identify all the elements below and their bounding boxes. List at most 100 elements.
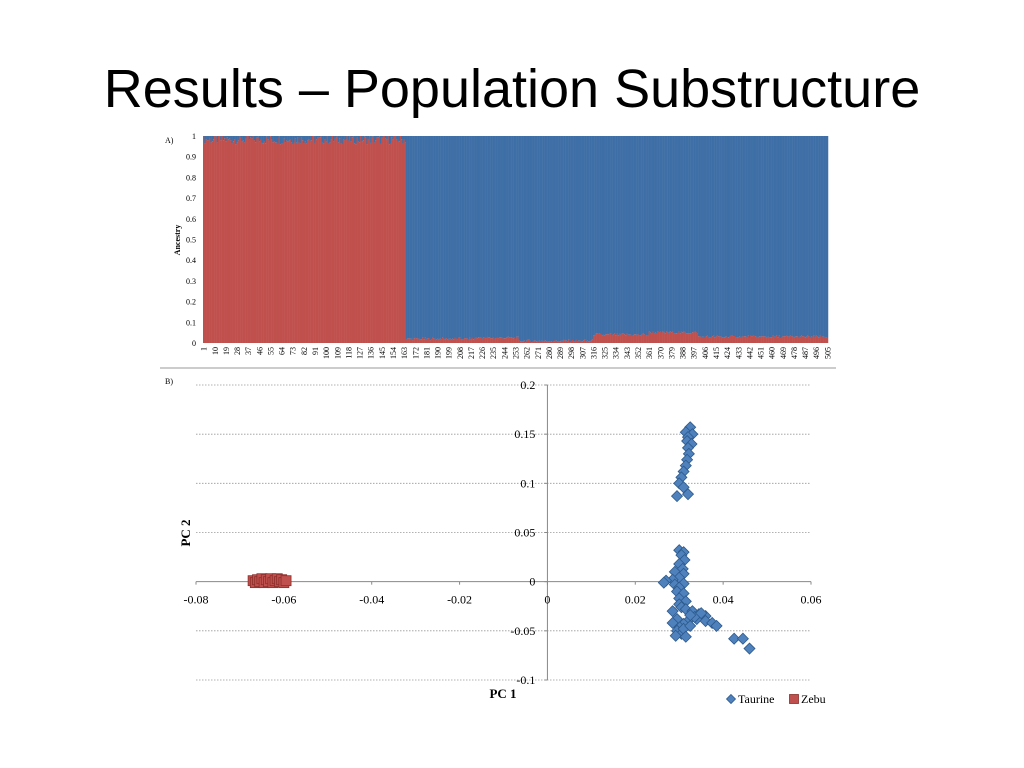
zebu-bar-segment: [434, 338, 436, 343]
ancestry-x-tick-label: 163: [400, 347, 409, 359]
taurine-bar-segment: [277, 136, 279, 144]
individual-bar: [711, 136, 714, 343]
individual-bar: [736, 136, 738, 343]
individual-bar: [336, 136, 339, 343]
zebu-bar-segment: [209, 138, 211, 343]
individual-bar: [418, 136, 420, 343]
individual-bar: [717, 136, 720, 343]
individual-bar: [352, 136, 355, 343]
individual-bar: [206, 136, 209, 343]
individual-bar: [222, 136, 225, 343]
zebu-bar-segment: [215, 136, 217, 343]
taurine-bar-segment: [222, 136, 225, 141]
taurine-bar-segment: [464, 136, 466, 339]
individual-bar: [328, 136, 330, 343]
individual-bar: [637, 136, 639, 343]
zebu-bar-segment: [769, 337, 772, 343]
individual-bar: [626, 136, 628, 343]
individual-bar: [514, 136, 517, 343]
taurine-bar-segment: [371, 136, 373, 137]
ancestry-bars: [203, 136, 829, 343]
taurine-bar-segment: [787, 136, 789, 337]
taurine-bar-segment: [538, 136, 540, 341]
individual-bar: [349, 136, 351, 343]
individual-bar: [451, 136, 454, 343]
individual-bar: [524, 136, 527, 343]
zebu-bar-segment: [309, 140, 311, 343]
ancestry-x-tick-label: 73: [289, 347, 298, 355]
taurine-bar-segment: [688, 136, 690, 334]
taurine-bar-segment: [386, 136, 388, 140]
individual-bar: [685, 136, 688, 343]
zebu-bar-segment: [235, 144, 237, 343]
individual-bar: [561, 136, 564, 343]
taurine-bar-segment: [304, 136, 306, 142]
taurine-bar-segment: [384, 136, 387, 139]
individual-bar: [582, 136, 585, 343]
taurine-bar-segment: [674, 136, 677, 334]
individual-bar: [326, 136, 329, 343]
individual-bar: [300, 136, 303, 343]
taurine-bar-segment: [276, 136, 278, 143]
zebu-bar-segment: [746, 337, 748, 343]
ancestry-x-tick-label: 37: [244, 347, 253, 355]
taurine-bar-segment: [711, 136, 714, 337]
taurine-bar-segment: [586, 136, 589, 341]
individual-bar: [245, 136, 247, 343]
zebu-bar-segment: [680, 331, 683, 343]
individual-bar: [769, 136, 772, 343]
ancestry-x-tick-label: 217: [467, 347, 476, 359]
taurine-bar-segment: [685, 136, 688, 334]
zebu-bar-segment: [763, 336, 766, 343]
zebu-bar-segment: [698, 336, 700, 343]
individual-bar: [210, 136, 212, 343]
individual-bar: [387, 136, 389, 343]
taurine-bar-segment: [625, 136, 627, 336]
individual-bar: [315, 136, 318, 343]
individual-bar: [311, 136, 314, 343]
taurine-bar-segment: [519, 136, 522, 342]
zebu-bar-segment: [654, 332, 657, 343]
taurine-bar-segment: [810, 136, 813, 337]
taurine-bar-segment: [758, 136, 761, 337]
zebu-bar-segment: [522, 341, 524, 343]
ancestry-y-tick-label: 0.7: [186, 194, 196, 203]
taurine-bar-segment: [783, 136, 785, 337]
zebu-bar-segment: [293, 142, 295, 343]
individual-bar: [444, 136, 446, 343]
taurine-bar-segment: [616, 136, 618, 334]
individual-bar: [543, 136, 545, 343]
zebu-bar-segment: [518, 340, 521, 343]
taurine-bar-segment: [547, 136, 549, 342]
taurine-bar-segment: [509, 136, 512, 338]
zebu-bar-segment: [292, 144, 294, 343]
ancestry-y-tick-label: 0.4: [186, 256, 196, 265]
zebu-bar-segment: [444, 339, 446, 343]
legend-zebu-marker: [789, 694, 799, 704]
zebu-bar-segment: [569, 342, 571, 343]
taurine-bar-segment: [686, 136, 689, 334]
taurine-bar-segment: [735, 136, 737, 338]
zebu-bar-segment: [808, 336, 810, 343]
individual-bar: [746, 136, 748, 343]
taurine-bar-segment: [615, 136, 617, 336]
individual-bar: [251, 136, 253, 343]
zebu-bar-segment: [590, 340, 592, 343]
zebu-bar-segment: [711, 336, 714, 343]
ancestry-x-tick-label: 361: [645, 347, 654, 359]
zebu-bar-segment: [203, 136, 205, 343]
individual-bar: [545, 136, 548, 343]
individual-bar: [751, 136, 753, 343]
taurine-bar-segment: [560, 136, 563, 341]
taurine-bar-segment: [620, 136, 622, 335]
zebu-bar-segment: [269, 136, 272, 343]
taurine-bar-segment: [491, 136, 493, 339]
zebu-bar-segment: [756, 336, 758, 343]
taurine-bar-segment: [678, 136, 680, 332]
zebu-bar-segment: [450, 339, 453, 343]
zebu-bar-segment: [429, 340, 431, 343]
taurine-bar-segment: [345, 136, 347, 140]
zebu-bar-segment: [584, 339, 586, 343]
zebu-bar-segment: [386, 139, 388, 343]
taurine-bar-segment: [465, 136, 467, 339]
